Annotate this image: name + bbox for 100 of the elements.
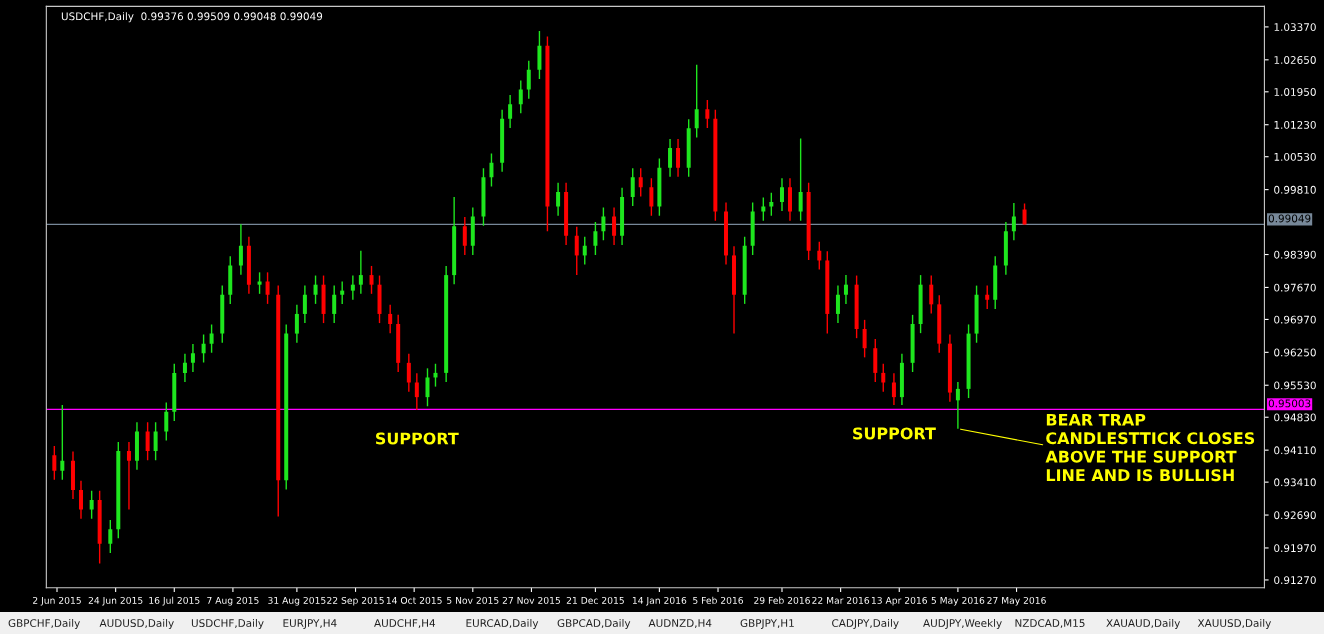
candlestick	[340, 280, 345, 305]
annotation: SUPPORT	[376, 432, 459, 445]
candlestick	[164, 401, 169, 442]
y-tick-label: 1.03370	[1274, 23, 1316, 32]
candlestick	[332, 284, 337, 324]
y-tick-label: 0.96250	[1274, 348, 1316, 357]
y-tick-label: 0.98390	[1274, 250, 1316, 259]
y-tick-label: 0.91970	[1274, 544, 1316, 553]
y-tick-label: 1.00530	[1274, 152, 1316, 161]
candlestick	[153, 421, 158, 461]
text: AUDUSD,Daily	[99, 618, 174, 630]
candlestick	[518, 79, 523, 114]
candlestick	[78, 480, 83, 520]
ref-line-label: 0.95003	[1268, 399, 1311, 408]
candlestick	[574, 225, 579, 276]
candlestick	[668, 138, 673, 178]
candlestick	[238, 223, 243, 276]
candlestick	[369, 265, 374, 295]
candlestick	[489, 152, 494, 188]
y-tick-label: 1.02650	[1274, 56, 1316, 64]
candlestick	[862, 319, 867, 359]
candlestick	[612, 206, 617, 246]
x-tick-label: 5 Nov 2015	[447, 596, 499, 604]
candlestick	[593, 221, 598, 256]
candlestick	[929, 274, 934, 315]
candlestick	[126, 441, 131, 511]
text: XAUAUD,Daily	[1106, 618, 1181, 630]
x-tick-label: 14 Jan 2016	[632, 596, 687, 606]
x-tick-label: 22 Mar 2016	[812, 596, 870, 604]
candlestick	[985, 284, 990, 310]
text: XAUUSD,Daily	[1197, 618, 1271, 630]
x-tick-label: 31 Aug 2015	[268, 596, 326, 606]
candlestick	[638, 167, 643, 198]
x-tick-label: 13 Apr 2016	[871, 596, 928, 606]
text: AUDCHF,H4	[374, 619, 436, 629]
candlestick	[582, 236, 587, 266]
x-tick-label: 27 May 2016	[987, 596, 1046, 606]
candlestick	[649, 177, 654, 217]
y-tick-label: 0.96970	[1274, 315, 1316, 324]
text: GBPCAD,Daily	[557, 618, 631, 630]
candlestick	[630, 167, 635, 207]
candlestick	[425, 367, 430, 407]
x-tick-label: 22 Sep 2015	[327, 596, 384, 606]
candlestick	[891, 372, 896, 406]
candlestick	[60, 404, 65, 481]
text: AUDNZD,H4	[648, 619, 712, 629]
annotation: BEAR TRAP CANDLESTTICK CLOSES ABOVE THE SUPPORT LINE AND IS BULLISH	[1045, 413, 1255, 482]
candlestick	[302, 284, 307, 324]
text: USDCHF,Daily	[191, 618, 264, 630]
ref-line-label: 0.99049	[1268, 214, 1311, 223]
x-tick-label: 29 Feb 2016	[754, 596, 810, 604]
candlestick	[769, 192, 774, 217]
annotation: SUPPORT	[853, 427, 936, 440]
x-tick-label: 2 Jun 2015	[33, 596, 81, 606]
text: GBPJPY,H1	[740, 619, 794, 629]
candlestick	[843, 274, 848, 305]
candlestick	[388, 304, 393, 334]
candlestick	[835, 284, 840, 324]
candlestick	[265, 271, 270, 305]
candlestick	[190, 343, 195, 373]
candlestick	[257, 271, 262, 295]
candlestick	[955, 381, 960, 430]
candlestick	[201, 333, 206, 364]
x-tick-label: 7 Aug 2015	[207, 596, 259, 606]
candlestick	[182, 353, 187, 383]
candlestick	[350, 274, 355, 301]
candlestick	[779, 177, 784, 212]
candlestick	[761, 196, 766, 222]
y-tick-label: 0.91270	[1274, 576, 1316, 585]
text: AUDJPY,Weekly	[923, 618, 1002, 630]
candlestick	[705, 99, 710, 129]
y-tick-label: 0.97670	[1274, 283, 1316, 292]
y-tick-label: 0.99810	[1274, 185, 1316, 194]
candlestick	[526, 60, 531, 100]
candlestick	[145, 421, 150, 461]
candlestick	[406, 353, 411, 393]
x-tick-label: 14 Oct 2015	[386, 596, 442, 604]
y-tick-label: 0.94830	[1274, 413, 1316, 422]
x-tick-label: 5 May 2016	[931, 596, 985, 606]
candlestick	[313, 274, 318, 305]
text: NZDCAD,M15	[1015, 619, 1085, 629]
x-tick-label: 24 Jun 2015	[88, 596, 143, 606]
y-tick-label: 0.94110	[1274, 446, 1316, 455]
y-tick-label: 0.92690	[1274, 511, 1316, 520]
candlestick	[508, 94, 513, 129]
x-tick-label: 16 Jul 2015	[149, 596, 200, 606]
candlestick	[694, 64, 699, 139]
candlestick	[676, 138, 681, 178]
x-tick-label: 27 Nov 2015	[502, 596, 560, 604]
text: EURCAD,Daily	[466, 618, 539, 630]
candlestick	[294, 304, 299, 344]
candlestick	[52, 445, 57, 481]
candlestick	[209, 323, 214, 354]
y-tick-label: 1.01950	[1274, 88, 1316, 96]
candlestick	[556, 182, 561, 217]
candlestick	[1011, 202, 1016, 242]
y-tick-label: 0.95530	[1274, 381, 1316, 390]
candlestick	[414, 372, 419, 411]
candlestick	[601, 206, 606, 242]
candlestick	[817, 241, 822, 271]
